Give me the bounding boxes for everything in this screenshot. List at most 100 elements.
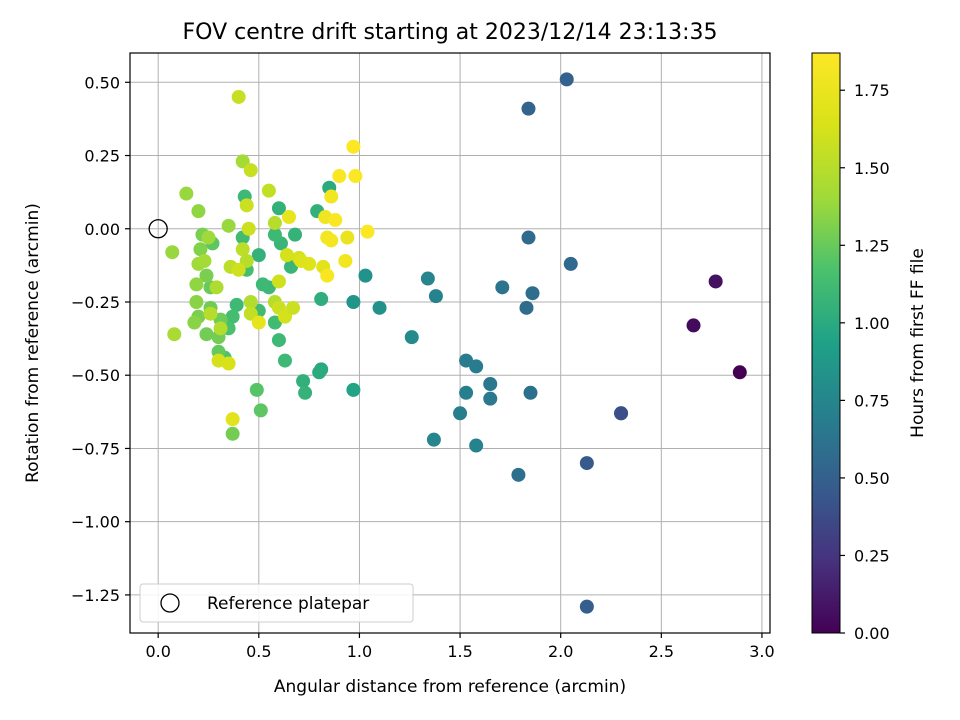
data-point: [239, 198, 254, 213]
data-point: [251, 315, 266, 330]
data-point: [231, 262, 246, 277]
data-point: [221, 218, 236, 233]
data-point: [221, 356, 236, 371]
data-point: [346, 382, 361, 397]
data-point: [189, 294, 204, 309]
data-point: [271, 201, 286, 216]
data-point: [231, 89, 246, 104]
data-point: [521, 101, 536, 116]
y-tick-label: −1.25: [71, 586, 120, 605]
data-point: [199, 268, 214, 283]
colorbar: 0.00 0.25 0.50 0.75 1.00 1.25 1.50 1.75 Hours f…: [811, 52, 928, 643]
x-axis-ticks: 0.0 0.5 1.0 1.5 2.0 2.5 3.0: [145, 633, 775, 661]
reference-platepar-marker: [148, 219, 168, 239]
legend: Reference platepar: [139, 583, 414, 623]
data-point: [348, 169, 363, 184]
data-point: [277, 353, 292, 368]
data-point: [521, 230, 536, 245]
data-point: [320, 268, 335, 283]
data-point: [340, 230, 355, 245]
data-point: [420, 271, 435, 286]
data-point: [225, 426, 240, 441]
y-tick-label: 0.25: [84, 147, 120, 166]
colorbar-tick-label: 0.75: [854, 391, 890, 410]
data-point: [428, 289, 443, 304]
colorbar-ticks: 0.00 0.25 0.50 0.75 1.00 1.25 1.50 1.75: [840, 81, 890, 643]
data-point: [243, 163, 258, 178]
data-point: [267, 215, 282, 230]
data-point: [332, 169, 347, 184]
data-point: [469, 438, 484, 453]
data-point: [261, 183, 276, 198]
data-point: [372, 300, 387, 315]
x-tick-label: 1.0: [347, 642, 372, 661]
data-point: [360, 224, 375, 239]
data-point: [251, 248, 266, 263]
y-tick-label: 0.50: [84, 73, 120, 92]
legend-label-reference: Reference platepar: [207, 594, 369, 614]
data-point: [298, 385, 313, 400]
grid-lines: [130, 53, 770, 633]
colorbar-tick-label: 0.50: [854, 469, 890, 488]
x-tick-label: 0.0: [145, 642, 170, 661]
x-tick-label: 2.5: [649, 642, 674, 661]
data-point: [267, 227, 282, 242]
data-point: [189, 277, 204, 292]
data-point: [523, 385, 538, 400]
colorbar-tick-label: 0.00: [854, 624, 890, 643]
colorbar-tick-label: 1.25: [854, 236, 890, 255]
data-point: [483, 377, 498, 392]
data-point: [281, 210, 296, 225]
data-point: [167, 327, 182, 342]
data-point: [165, 245, 180, 260]
data-point: [358, 268, 373, 283]
data-point: [525, 286, 540, 301]
data-point: [495, 280, 510, 295]
x-tick-label: 3.0: [749, 642, 774, 661]
data-point: [279, 248, 294, 263]
data-point: [338, 253, 353, 268]
data-point: [193, 242, 208, 257]
x-tick-label: 1.5: [447, 642, 472, 661]
data-point: [241, 221, 256, 236]
y-tick-label: −0.25: [71, 293, 120, 312]
y-axis-label: Rotation from reference (arcmin): [23, 203, 43, 483]
data-point: [191, 204, 206, 219]
data-point: [404, 330, 419, 345]
data-point: [314, 292, 329, 307]
data-point: [426, 432, 441, 447]
data-point: [459, 385, 474, 400]
data-point: [459, 353, 474, 368]
data-point: [559, 72, 574, 87]
data-points: [148, 72, 747, 614]
data-point: [614, 406, 629, 421]
data-point: [213, 321, 228, 336]
data-point: [249, 382, 264, 397]
colorbar-tick-label: 0.25: [854, 546, 890, 565]
data-point: [686, 318, 701, 333]
data-point: [579, 599, 594, 614]
data-point: [201, 230, 216, 245]
data-point: [271, 274, 286, 289]
y-axis-ticks: 0.50 0.25 0.00 −0.25 −0.50 −0.75 −1.00 −1.25: [71, 73, 130, 605]
data-point: [511, 467, 526, 482]
legend-box: [139, 583, 414, 623]
plot-frame: [129, 52, 771, 634]
data-point: [296, 374, 311, 389]
data-point: [732, 365, 747, 380]
legend-marker-reference: [160, 593, 180, 613]
data-point: [253, 403, 268, 418]
data-point: [324, 233, 339, 248]
data-point: [243, 294, 258, 309]
data-point: [453, 406, 468, 421]
colorbar-tick-label: 1.75: [854, 81, 890, 100]
colorbar-label: Hours from first FF file: [908, 248, 928, 438]
data-point: [235, 242, 250, 257]
data-point: [324, 189, 339, 204]
data-point: [225, 309, 240, 324]
data-point: [286, 300, 301, 315]
data-point: [179, 186, 194, 201]
data-point: [271, 333, 286, 348]
y-tick-label: −1.00: [71, 513, 120, 532]
colorbar-gradient: [811, 52, 841, 634]
